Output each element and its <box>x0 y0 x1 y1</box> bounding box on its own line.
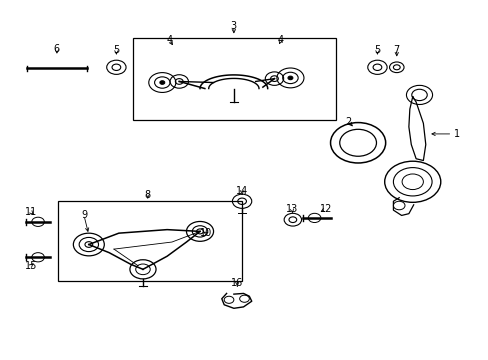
Text: 10: 10 <box>199 228 211 238</box>
Text: 12: 12 <box>319 204 331 214</box>
Text: 7: 7 <box>393 45 399 55</box>
Text: 4: 4 <box>166 35 172 45</box>
Text: 1: 1 <box>453 129 459 139</box>
Text: 8: 8 <box>144 190 151 200</box>
Text: 9: 9 <box>81 211 87 220</box>
Text: 11: 11 <box>24 207 37 217</box>
Text: 15: 15 <box>24 261 37 271</box>
Bar <box>133 38 336 120</box>
Text: 5: 5 <box>373 45 380 55</box>
Text: 14: 14 <box>236 186 248 196</box>
Text: 3: 3 <box>230 21 237 31</box>
Text: 2: 2 <box>345 117 351 126</box>
Circle shape <box>160 81 164 84</box>
Text: 4: 4 <box>277 35 283 45</box>
Bar <box>58 201 242 281</box>
Circle shape <box>287 76 292 80</box>
Text: 5: 5 <box>113 45 119 55</box>
Text: 13: 13 <box>285 204 297 214</box>
Text: 16: 16 <box>231 279 243 288</box>
Text: 6: 6 <box>54 44 60 54</box>
